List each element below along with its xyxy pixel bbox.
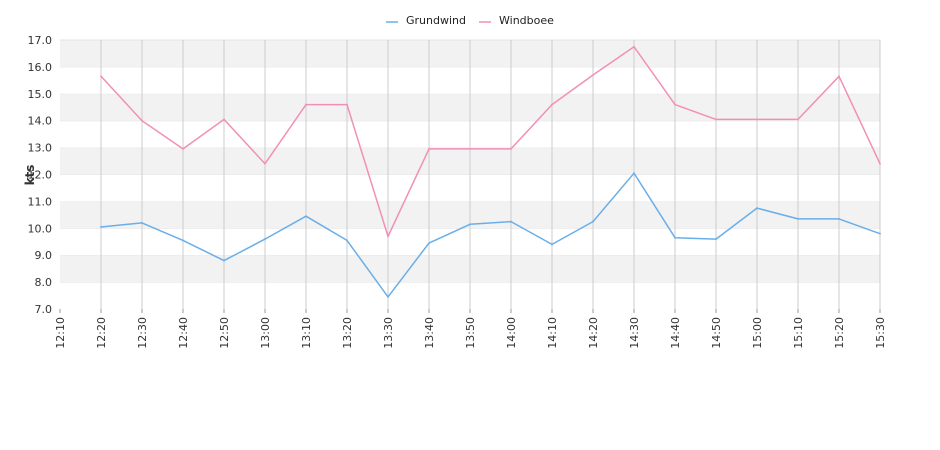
x-tick-label: 12:20 — [95, 317, 108, 349]
data-point-windboee — [551, 103, 553, 106]
x-tick-label: 12:40 — [177, 317, 190, 349]
data-point-windboee — [715, 118, 717, 121]
series-line-grundwind — [100, 172, 881, 298]
x-tick-label: 13:50 — [464, 317, 477, 349]
data-point-grundwind — [100, 226, 102, 228]
x-tick-label: 13:20 — [341, 317, 354, 349]
data-point-windboee — [633, 45, 635, 48]
data-point-windboee — [100, 75, 102, 78]
data-point-windboee — [182, 148, 184, 150]
x-tick-label: 14:50 — [710, 317, 723, 349]
y-tick-label: 12.0 — [28, 169, 53, 182]
data-point-grundwind — [387, 295, 389, 298]
data-point-grundwind — [223, 259, 225, 262]
data-point-grundwind — [715, 238, 717, 240]
x-tick-label: 13:30 — [382, 317, 395, 349]
data-point-grundwind — [756, 207, 758, 210]
data-point-windboee — [223, 118, 225, 121]
data-point-windboee — [346, 103, 348, 106]
data-point-windboee — [674, 103, 676, 106]
data-point-grundwind — [551, 243, 553, 246]
data-point-grundwind — [182, 239, 184, 242]
x-tick-label: 13:00 — [259, 317, 272, 349]
data-point-grundwind — [510, 220, 512, 223]
data-point-grundwind — [346, 239, 348, 242]
x-tick-label: 12:10 — [54, 317, 67, 349]
y-tick-label: 17.0 — [28, 34, 53, 47]
legend-label: Windboee — [499, 14, 554, 27]
data-point-windboee — [387, 235, 389, 238]
data-point-grundwind — [141, 222, 143, 224]
x-tick-label: 13:10 — [300, 317, 313, 349]
y-tick-label: 13.0 — [28, 142, 53, 155]
data-point-windboee — [879, 162, 881, 165]
series-layer — [100, 45, 881, 298]
x-tick-label: 14:30 — [628, 317, 641, 349]
x-tick-label: 15:30 — [874, 317, 887, 349]
x-tick-label: 15:00 — [751, 317, 764, 349]
x-tick-label: 13:40 — [423, 317, 436, 349]
x-tick-label: 15:10 — [792, 317, 805, 349]
x-tick-label: 14:40 — [669, 317, 682, 349]
x-tick-label: 14:10 — [546, 317, 559, 349]
data-point-windboee — [264, 162, 266, 165]
y-tick-label: 11.0 — [28, 195, 53, 208]
data-point-grundwind — [797, 217, 799, 220]
x-axis-ticks: 12:10 12:20 12:30 12:40 12:50 13:00 13:10 13:20… — [54, 309, 887, 349]
data-point-windboee — [838, 75, 840, 78]
y-axis-title: kts — [23, 165, 37, 186]
x-tick-label: 15:20 — [833, 317, 846, 349]
y-tick-label: 10.0 — [28, 222, 53, 235]
x-tick-label: 12:30 — [136, 317, 149, 349]
data-point-grundwind — [305, 215, 307, 218]
data-point-windboee — [797, 118, 799, 121]
y-tick-label: 8.0 — [35, 276, 53, 289]
data-point-grundwind — [674, 236, 676, 239]
data-point-grundwind — [592, 220, 594, 223]
data-point-grundwind — [838, 217, 840, 220]
y-tick-label: 14.0 — [28, 115, 53, 128]
data-point-windboee — [592, 74, 594, 76]
y-axis-ticks: 7.0 8.0 9.0 10.0 11.0 12.0 13.0 14.0 15.0 16.0 17.… — [28, 34, 53, 316]
legend: Grundwind Windboee — [386, 14, 554, 27]
y-tick-label: 9.0 — [35, 249, 53, 262]
series-line-windboee — [100, 45, 881, 238]
data-point-windboee — [510, 148, 512, 150]
data-point-windboee — [141, 119, 143, 122]
data-point-windboee — [305, 103, 307, 106]
data-point-windboee — [428, 148, 430, 150]
x-tick-label: 12:50 — [218, 317, 231, 349]
y-tick-label: 7.0 — [35, 303, 53, 316]
data-point-grundwind — [264, 238, 266, 240]
vertical-gridlines — [100, 40, 881, 309]
data-point-grundwind — [633, 172, 635, 175]
data-point-windboee — [756, 118, 758, 121]
x-tick-label: 14:00 — [505, 317, 518, 349]
x-tick-label: 14:20 — [587, 317, 600, 349]
y-tick-label: 16.0 — [28, 61, 53, 74]
data-point-grundwind — [428, 242, 430, 244]
data-point-grundwind — [879, 232, 881, 235]
data-point-windboee — [469, 148, 471, 150]
data-point-grundwind — [469, 223, 471, 226]
legend-label: Grundwind — [406, 14, 466, 27]
y-tick-label: 15.0 — [28, 88, 53, 101]
